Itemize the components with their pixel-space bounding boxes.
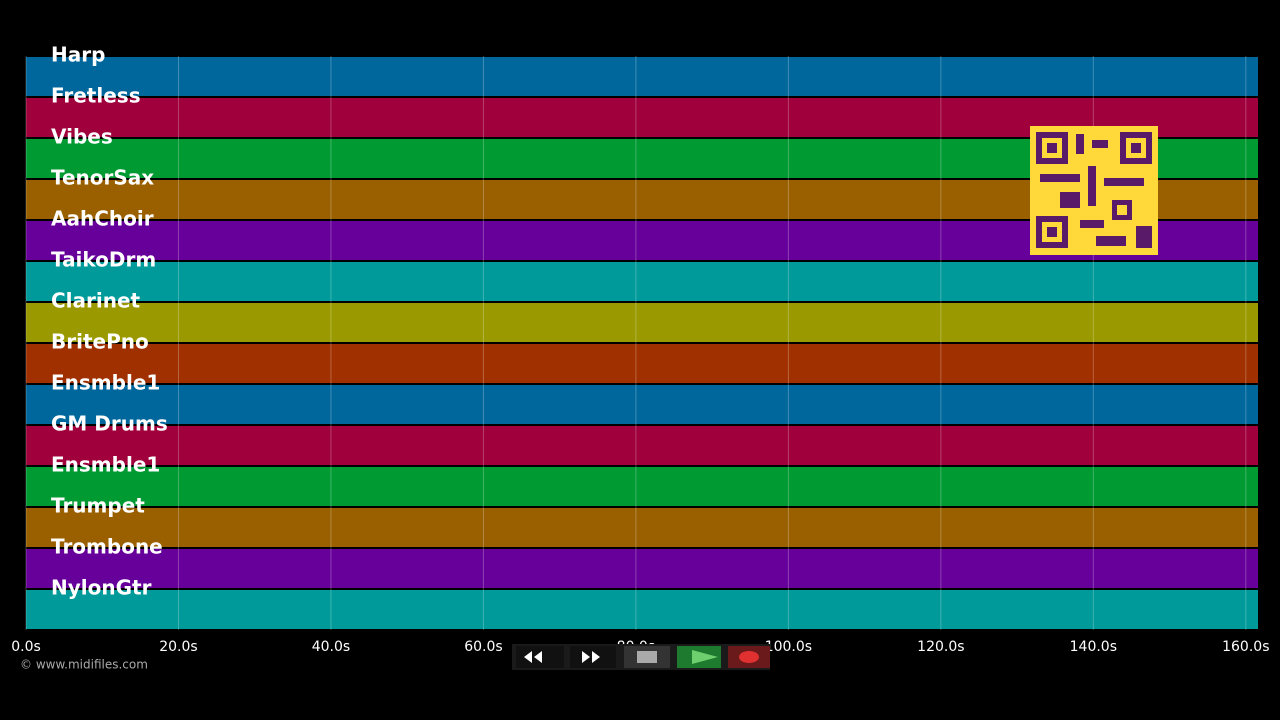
track-name: Ensmble1 [51, 453, 160, 477]
track-name: Ensmble1 [51, 371, 160, 395]
track-name: Trombone [51, 535, 163, 559]
track-band [26, 262, 1258, 301]
track-band [26, 590, 1258, 629]
tick-label: 120.0s [917, 639, 964, 655]
track-names: Harp Fretless Vibes TenorSax AahChoir TaikoDr… [51, 43, 168, 600]
track-name: TenorSax [51, 166, 154, 190]
tick-label: 40.0s [312, 639, 350, 655]
track-band [26, 426, 1258, 465]
tick-label: 20.0s [159, 639, 197, 655]
track-band [26, 385, 1258, 424]
controls [512, 644, 770, 670]
tick-label: 100.0s [765, 639, 812, 655]
tick-label: 60.0s [464, 639, 502, 655]
track-band [26, 549, 1258, 588]
track-band [26, 303, 1258, 342]
qr-code [1030, 126, 1158, 255]
record-button[interactable] [728, 646, 770, 668]
track-name: AahChoir [51, 207, 154, 231]
track-name: BritePno [51, 330, 149, 354]
fast-forward-button[interactable] [570, 646, 616, 668]
copyright: © www.midifiles.com [20, 658, 148, 672]
track-name: TaikoDrm [51, 248, 156, 272]
track-name: Fretless [51, 84, 141, 108]
track-name: Vibes [51, 125, 113, 149]
track-name: Clarinet [51, 289, 141, 313]
tick-label: 140.0s [1070, 639, 1117, 655]
track-band [26, 57, 1258, 96]
tick-label: 0.0s [11, 639, 41, 655]
tick-label: 160.0s [1222, 639, 1269, 655]
track-name: Trumpet [51, 494, 145, 518]
track-band [26, 508, 1258, 547]
track-name: GM Drums [51, 412, 168, 436]
track-name: NylonGtr [51, 576, 152, 600]
track-name: Harp [51, 43, 105, 67]
stop-button[interactable] [624, 646, 670, 668]
track-band [26, 467, 1258, 506]
rewind-button[interactable] [516, 646, 564, 668]
play-button[interactable] [677, 646, 721, 668]
track-band [26, 344, 1258, 383]
